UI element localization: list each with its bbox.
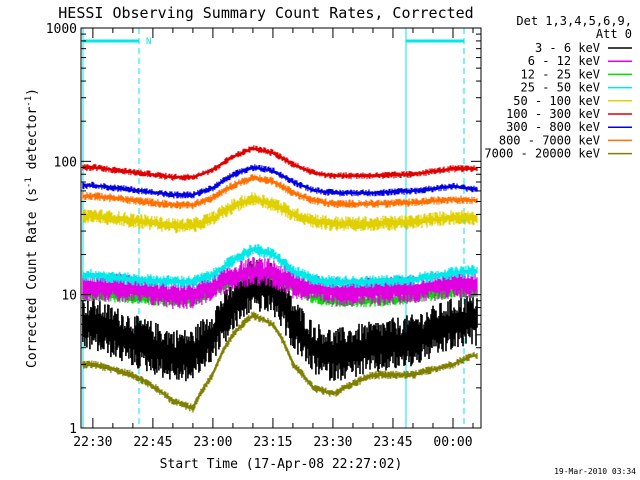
x-tick-label: 23:45	[373, 435, 412, 450]
y-tick-label: 1	[69, 422, 77, 437]
series-centerline	[82, 177, 476, 207]
x-tick-label: 22:45	[133, 435, 172, 450]
y-tick-label: 1000	[46, 22, 77, 37]
y-axis-label-exp1: -1	[24, 177, 34, 188]
legend-entry-label: 800 - 7000 keV	[499, 133, 600, 147]
series-layer	[82, 145, 478, 413]
series-50-100-kev	[82, 192, 478, 234]
legend-entry-label: 300 - 800 keV	[506, 120, 600, 134]
series-6-12-kev	[82, 257, 478, 309]
series-centerline	[82, 198, 475, 227]
legend-header-attenuator: Att 0	[596, 27, 632, 41]
x-tick-label: 23:15	[253, 435, 292, 450]
legend-entry-label: 7000 - 20000 keV	[484, 147, 600, 161]
x-tick-label: 00:00	[433, 435, 472, 450]
x-tick-label: 22:30	[73, 435, 112, 450]
y-tick-label: 100	[54, 155, 77, 170]
y-axis-label-end: )	[25, 88, 40, 96]
legend-entry-label: 6 - 12 keV	[528, 54, 600, 68]
x-axis-label: Start Time (17-Apr-08 22:27:02)	[160, 457, 403, 472]
series-3-6-kev	[82, 258, 478, 382]
x-tick-label: 23:00	[193, 435, 232, 450]
legend-entry-label: 100 - 300 keV	[506, 107, 600, 121]
series-25-50-kev	[82, 244, 478, 288]
night-marker-label: N	[146, 37, 151, 47]
timestamp: 19-Mar-2010 03:34	[554, 467, 636, 476]
y-tick-label: 10	[61, 289, 77, 304]
x-tick-label: 23:30	[313, 435, 352, 450]
chart-title: HESSI Observing Summary Count Rates, Cor…	[58, 4, 473, 22]
series-7000-20000-kev	[82, 311, 478, 413]
series-centerline	[82, 147, 475, 179]
legend-header-detectors: Det 1,3,4,5,6,9,	[516, 14, 632, 28]
series-centerline	[82, 283, 476, 357]
series-300-800-kev	[82, 164, 478, 199]
y-axis-label-exp2: -1	[24, 96, 34, 107]
legend-entry-label: 12 - 25 keV	[521, 67, 600, 81]
y-axis-label: Corrected Count Rate (s-1 detector-1)	[24, 88, 40, 368]
series-centerline	[82, 166, 476, 196]
series-centerline	[82, 270, 475, 296]
plot-frame	[80, 27, 482, 429]
series-800-7000-kev	[82, 174, 478, 210]
axis-layer: 1 10 100 1000 22:30 22:45 23:00 23:15 23:30 23:45…	[46, 22, 481, 450]
y-axis-label-main: Corrected Count Rate (s	[25, 188, 40, 368]
series-centerline	[82, 248, 476, 283]
legend-entry-label: 3 - 6 keV	[535, 41, 600, 55]
y-axis-label-mid: detector	[25, 107, 40, 178]
legend-entry-label: 50 - 100 keV	[513, 94, 600, 108]
legend-entry-label: 25 - 50 keV	[521, 81, 600, 95]
series-centerline	[82, 315, 476, 409]
